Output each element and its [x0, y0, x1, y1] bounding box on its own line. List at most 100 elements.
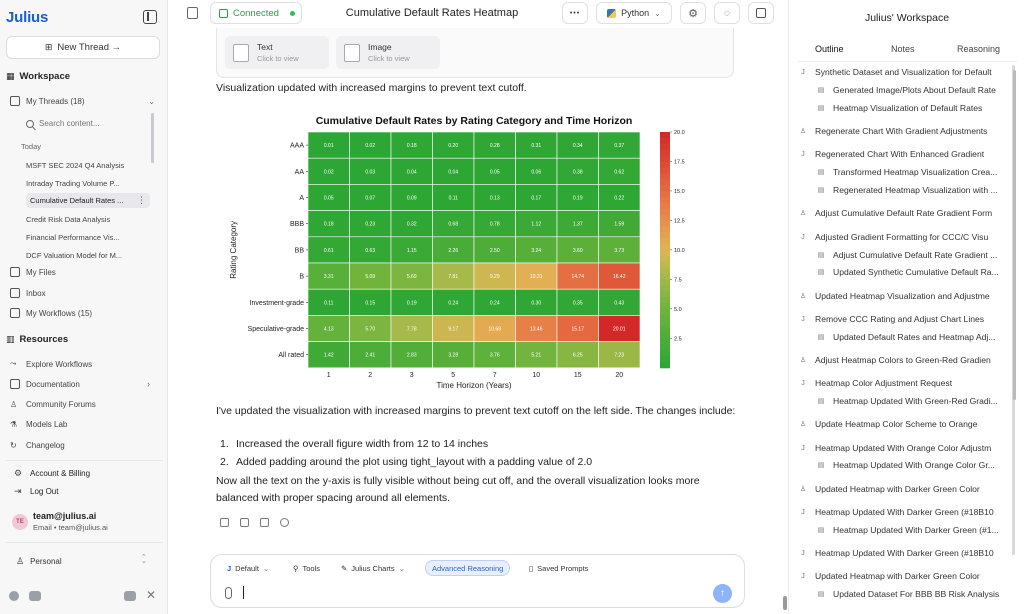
chevron-down-icon: ⌄: [148, 96, 155, 106]
outline-scrollbar[interactable]: [1013, 70, 1016, 400]
outline-subitem[interactable]: ▤ Heatmap Updated With Orange Color Gr...: [817, 460, 1011, 470]
julius-charts-select[interactable]: ✎ Julius Charts ⌄: [335, 560, 411, 576]
thread-item[interactable]: Intraday Trading Volume P...: [26, 179, 120, 188]
outline-item-label: Heatmap Color Adjustment Request: [815, 378, 953, 388]
paperclip-icon[interactable]: [225, 587, 232, 599]
community-forums-link[interactable]: ♙ Community Forums: [10, 400, 96, 409]
x-icon[interactable]: ✕: [146, 588, 157, 602]
outline-item[interactable]: J Synthetic Dataset and Visualization for…: [799, 67, 1011, 77]
outline-item[interactable]: J Heatmap Updated With Darker Green (#18B…: [799, 507, 1011, 517]
copy-icon[interactable]: [220, 518, 229, 527]
colorbar-segment: [660, 338, 670, 345]
more-vertical-icon[interactable]: ⋮: [137, 195, 146, 205]
new-thread-button[interactable]: ⊞ New Thread →: [6, 36, 160, 59]
outline-subitem[interactable]: ▤ Updated Dataset For BBB BB Risk Analysi…: [817, 589, 1011, 599]
outline-subitem[interactable]: ▤ Transformed Heatmap Visualization Crea.…: [817, 167, 1011, 177]
outline-subitem[interactable]: ▤ Updated Synthetic Cumulative Default Ra…: [817, 267, 1011, 277]
collapse-sidebar-icon[interactable]: [143, 10, 157, 24]
model-select[interactable]: J Default ⌄: [221, 560, 275, 576]
my-files-link[interactable]: My Files: [10, 267, 56, 277]
apple-icon[interactable]: [9, 591, 19, 601]
connection-status-button[interactable]: Connected: [210, 2, 302, 24]
tab-reasoning[interactable]: Reasoning: [957, 44, 1001, 54]
tab-outline[interactable]: Outline: [815, 44, 844, 54]
advanced-reasoning-toggle[interactable]: Advanced Reasoning: [425, 560, 511, 576]
outline-subitem[interactable]: ▤ Heatmap Updated With Green-Red Gradi...: [817, 396, 1011, 406]
thread-item[interactable]: MSFT SEC 2024 Q4 Analysis: [26, 161, 125, 170]
x-axis-label: Time Horizon (Years): [437, 381, 512, 390]
outline-item[interactable]: J Regenerated Chart With Enhanced Gradien…: [799, 149, 1011, 159]
thread-item[interactable]: Credit Risk Data Analysis: [26, 215, 111, 224]
my-threads-toggle[interactable]: My Threads (18) ⌄: [10, 96, 155, 106]
refresh-icon[interactable]: [280, 518, 289, 527]
log-out-link[interactable]: ⇥ Log Out: [14, 486, 58, 497]
heatmap-cell: [556, 157, 599, 185]
cell-value-label: 7.81: [448, 274, 458, 280]
language-select[interactable]: Python ⌄: [596, 2, 672, 24]
cell-value-label: 5.09: [365, 274, 375, 280]
x-tick-label: 7: [493, 372, 497, 379]
account-billing-link[interactable]: ⚙ Account & Billing: [14, 468, 90, 479]
search-content-input[interactable]: Search content...: [26, 119, 99, 128]
tools-button[interactable]: ⚲ Tools: [287, 560, 326, 576]
outline-item[interactable]: J Updated Heatmap with Darker Green Color: [799, 571, 1011, 581]
settings-button[interactable]: ⚙: [680, 2, 706, 24]
outline-item-label: Regenerated Heatmap Visualization with .…: [833, 185, 998, 195]
changelog-link[interactable]: ↻ Changelog: [10, 441, 65, 450]
thumbs-down-icon[interactable]: [260, 518, 269, 527]
outline-subitem[interactable]: ▤ Heatmap Updated With Darker Green (#1..…: [817, 525, 1011, 535]
cell-value-label: 0.37: [614, 143, 624, 149]
outline-subitem[interactable]: ▤ Adjust Cumulative Default Rate Gradient…: [817, 250, 1011, 260]
image-attachment[interactable]: Image Click to view: [336, 36, 440, 69]
outline-subitem[interactable]: ▤ Updated Default Rates and Heatmap Adj..…: [817, 332, 1011, 342]
thread-item[interactable]: Financial Performance Vis...: [26, 233, 120, 242]
more-options-button[interactable]: •••: [562, 2, 588, 24]
toggle-panel-button[interactable]: [748, 2, 774, 24]
send-button[interactable]: ↑: [713, 584, 732, 603]
chart-title: Cumulative Default Rates by Rating Categ…: [316, 115, 633, 127]
documentation-link[interactable]: Documentation ›: [10, 379, 150, 389]
colorbar-segment: [660, 238, 670, 245]
outline-item-label: Heatmap Visualization of Default Rates: [833, 103, 983, 113]
outline-item[interactable]: ♙ Regenerate Chart With Gradient Adjustme…: [799, 126, 1011, 136]
tab-notes[interactable]: Notes: [891, 44, 915, 54]
outline-subitem[interactable]: ▤ Generated Image/Plots About Default Rat…: [817, 85, 1011, 95]
cloud-icon[interactable]: [29, 591, 41, 601]
inbox-link[interactable]: Inbox: [10, 288, 46, 298]
outline-item[interactable]: ♙ Adjust Cumulative Default Rate Gradient…: [799, 208, 1011, 218]
message-input[interactable]: [243, 586, 244, 599]
outline-item[interactable]: ♙ Adjust Heatmap Colors to Green-Red Grad…: [799, 355, 1011, 365]
outline-subitem[interactable]: ▤ Heatmap Visualization of Default Rates: [817, 103, 1011, 113]
brand-logo[interactable]: Julius: [6, 9, 49, 26]
colorbar-segment: [660, 279, 670, 286]
outline-item[interactable]: J Remove CCC Rating and Adjust Chart Line…: [799, 314, 1011, 324]
feedback-button[interactable]: ◌: [714, 2, 740, 24]
chat-scrollbar[interactable]: [783, 596, 787, 610]
outline-item[interactable]: ♙ Updated Heatmap with Darker Green Color: [799, 484, 1011, 494]
explore-workflows-link[interactable]: ⤳ Explore Workflows: [10, 359, 92, 369]
workspace-switcher[interactable]: ♙ Personal: [6, 551, 156, 571]
thread-item[interactable]: DCF Valuation Model for M...: [26, 251, 123, 260]
outline-item[interactable]: J Adjusted Gradient Formatting for CCC/C …: [799, 232, 1011, 242]
text-attachment[interactable]: Text Click to view: [225, 36, 329, 69]
thread-item-active[interactable]: Cumulative Default Rates ... ⋮: [26, 193, 150, 208]
thumbs-up-icon[interactable]: [240, 518, 249, 527]
outline-item[interactable]: J Heatmap Color Adjustment Request: [799, 378, 1011, 388]
saved-prompts-button[interactable]: ▯ Saved Prompts: [523, 560, 594, 576]
threads-scrollbar[interactable]: [151, 113, 154, 163]
heatmap-chart[interactable]: Cumulative Default Rates by Rating Categ…: [220, 114, 700, 402]
search-icon: [26, 119, 34, 128]
julius-icon: J: [801, 549, 805, 557]
cell-value-label: 5.70: [365, 327, 375, 333]
outline-item[interactable]: J Heatmap Updated With Orange Color Adjus…: [799, 443, 1011, 453]
outline-item[interactable]: J Heatmap Updated With Darker Green (#18B…: [799, 548, 1011, 558]
copy-icon[interactable]: [187, 7, 198, 19]
outline-item[interactable]: ♙ Update Heatmap Color Scheme to Orange: [799, 419, 1011, 429]
outline-item[interactable]: ♙ Updated Heatmap Visualization and Adjus…: [799, 291, 1011, 301]
outline-subitem[interactable]: ▤ Regenerated Heatmap Visualization with …: [817, 185, 1011, 195]
y-tick-label: AAA: [290, 143, 304, 150]
models-lab-link[interactable]: ⚗ Models Lab: [10, 420, 67, 429]
outline-item-label: Updated Heatmap Visualization and Adjust…: [815, 291, 990, 301]
my-workflows-link[interactable]: My Workflows (15): [10, 308, 92, 318]
discord-icon[interactable]: [124, 591, 136, 601]
